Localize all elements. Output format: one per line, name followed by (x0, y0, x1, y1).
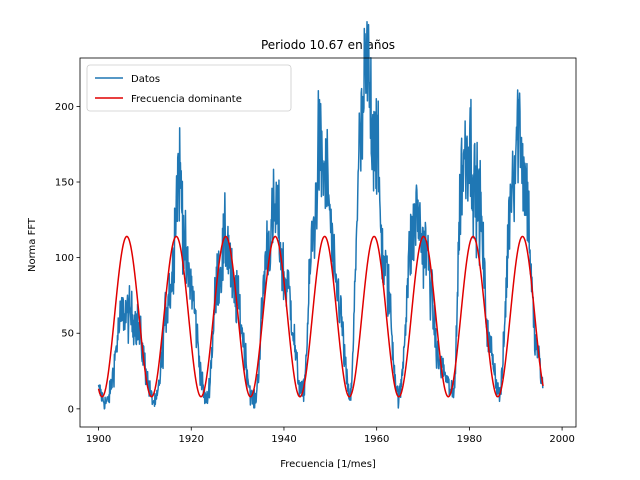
y-tick-label: 200 (55, 102, 74, 113)
chart-title: Periodo 10.67 en años (261, 38, 395, 52)
y-axis: 0 50 100 150 200 (55, 102, 80, 415)
y-tick-label: 100 (55, 253, 74, 264)
series-frecuencia-dominante-line (97, 235, 544, 398)
legend-label: Frecuencia dominante (131, 94, 242, 105)
x-tick-label: 2000 (549, 434, 574, 445)
y-axis-label: Norma FFT (27, 217, 38, 272)
axes-frame (79, 57, 577, 428)
plot-area (79, 20, 577, 428)
x-tick-label: 1960 (364, 434, 389, 445)
x-tick-label: 1920 (179, 434, 204, 445)
x-tick-label: 1900 (86, 434, 111, 445)
x-tick-label: 1940 (271, 434, 296, 445)
legend-box (86, 64, 292, 112)
legend-label: Datos (131, 74, 160, 85)
x-axis: 1900 1920 1940 1960 1980 2000 (86, 427, 575, 445)
x-axis-label: Frecuencia [1/mes] (280, 459, 376, 470)
x-tick-label: 1980 (457, 434, 482, 445)
y-tick-label: 0 (68, 404, 74, 415)
y-tick-label: 50 (61, 329, 74, 340)
legend: Datos Frecuencia dominante (86, 64, 292, 112)
series-datos-line (97, 20, 544, 410)
y-tick-label: 150 (55, 178, 74, 189)
